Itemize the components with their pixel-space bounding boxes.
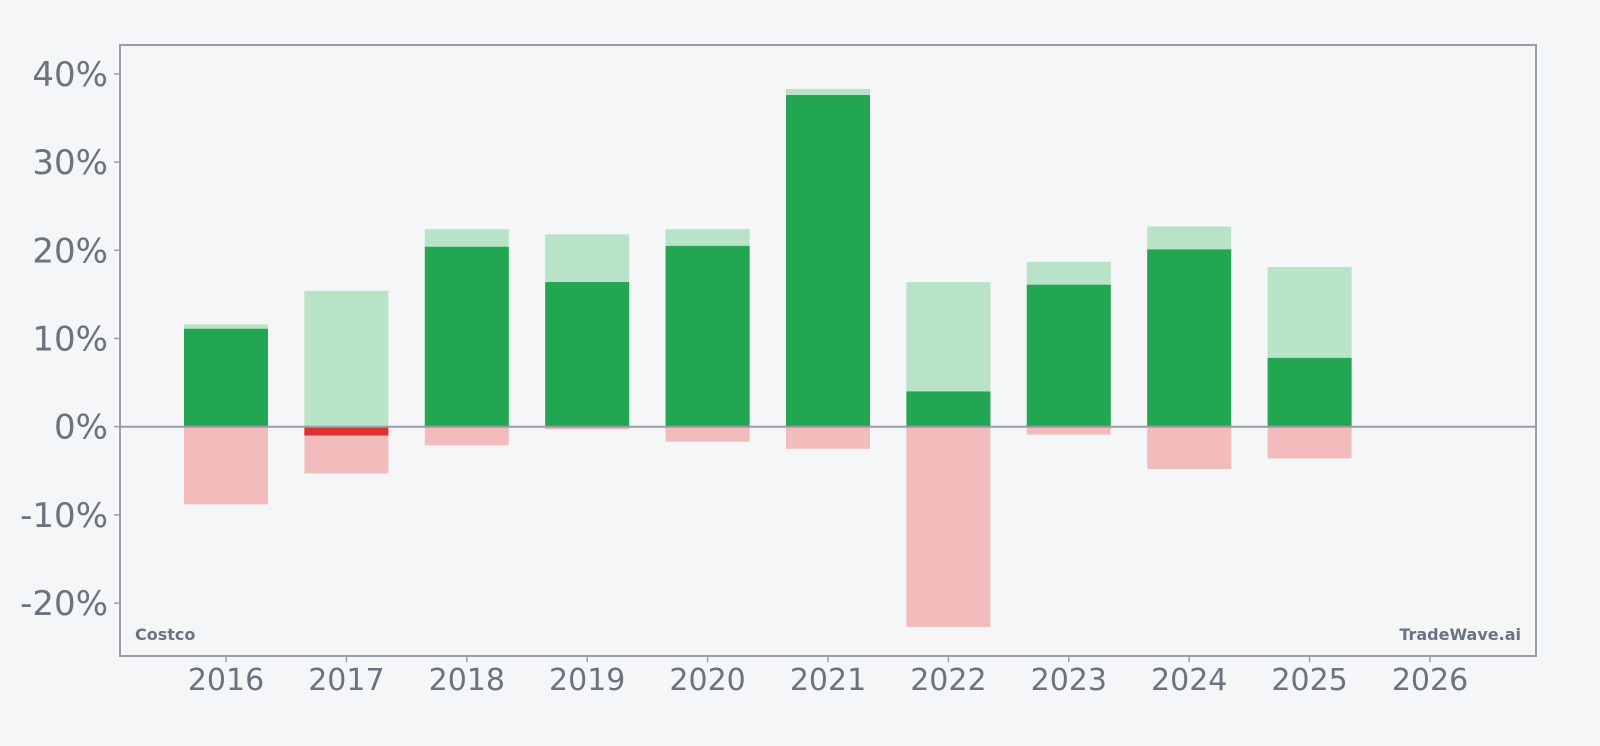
y-tick-label: 10% [32,320,108,360]
y-tick-label: -10% [20,496,108,536]
brand-watermark: TradeWave.ai [1399,625,1521,644]
y-tick-label: -20% [20,584,108,624]
bars-group [184,88,1352,627]
bar-2022 [906,426,991,627]
y-tick-label: 30% [32,143,108,183]
x-axis: 2016 2017 2018 2019 2020 2021 2022 2023 2024 2025… [188,656,1468,698]
bar-2025 [1267,357,1352,427]
x-tick-label: 2026 [1392,663,1468,698]
bar-2023 [1026,426,1111,435]
bar-2020 [665,245,750,427]
x-tick-label: 2017 [308,663,384,698]
bar-2019 [545,282,630,427]
bar-2021 [786,426,870,449]
bar-2025 [1267,426,1352,459]
x-tick-label: 2025 [1271,663,1347,698]
y-tick-label: 40% [32,55,108,95]
x-tick-label: 2021 [790,663,866,698]
company-label: Costco [135,625,195,644]
bar-2018 [424,246,509,427]
bar-negative-return [304,426,389,436]
bar-2018 [424,426,509,446]
x-tick-label: 2023 [1031,663,1107,698]
x-tick-label: 2019 [549,663,625,698]
bar-2017 [304,290,389,427]
bar-2016 [184,328,268,427]
y-tick-label: 0% [54,408,108,448]
bar-2021 [786,95,870,427]
bar-2016 [184,426,268,505]
bar-2022 [906,391,991,427]
x-tick-label: 2022 [910,663,986,698]
bar-2019 [545,426,630,430]
bar-2020 [665,426,750,442]
y-tick-label: 20% [32,231,108,271]
bar-2024 [1147,426,1232,470]
x-tick-label: 2024 [1151,663,1227,698]
x-tick-label: 2020 [669,663,745,698]
bar-2024 [1147,249,1232,427]
bar-2023 [1026,284,1111,427]
y-axis: -20% -10% 0% 10% 20% 30% 40% [20,55,120,624]
x-tick-label: 2018 [429,663,505,698]
x-tick-label: 2016 [188,663,264,698]
